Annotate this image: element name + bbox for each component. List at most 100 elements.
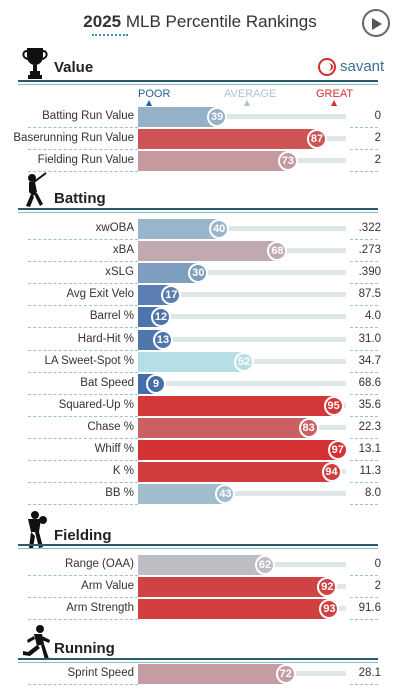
percentile-bar [138,263,201,284]
percentile-badge: 95 [323,395,344,416]
scale-average-marker [244,100,250,106]
percentile-bar [138,351,247,372]
row-divider [28,504,138,506]
percentile-track [140,226,346,231]
title-text: MLB Percentile Rankings [125,12,317,31]
row-divider [350,619,378,621]
percentile-badge: 62 [254,555,275,575]
row-divider [350,504,378,506]
runner-icon [23,625,50,660]
metric-value: .273 [358,244,381,257]
row-divider [28,127,138,128]
baseball-icon [318,58,336,76]
metric-label: xSLG [105,266,134,279]
scale-average-label: AVERAGE [224,88,277,100]
metric-value: 8.0 [365,487,381,500]
batter-icon [26,172,47,207]
metric-value: 2 [374,132,381,145]
metric-label: Baserunning Run Value [13,132,134,145]
metric-row: Baserunning Run Value 87 2 [0,128,400,151]
metric-label: Batting Run Value [42,110,134,122]
row-divider [350,415,378,417]
metric-row: Arm Strength 93 91.6 [0,598,400,621]
percentile-bar [138,129,319,150]
row-divider [350,283,378,285]
percentile-track [140,491,346,497]
metric-label: Arm Value [81,580,134,593]
section-rule [18,208,378,210]
title-year: 2025 [83,12,122,31]
metric-label: Arm Strength [66,602,134,615]
scale-poor-marker [146,100,152,106]
row-divider [28,327,138,329]
play-button[interactable] [362,9,390,37]
metric-label: LA Sweet-Spot % [44,354,135,367]
savant-brand: savant [340,58,385,75]
section-rule-light [18,548,378,549]
row-divider [28,171,138,173]
percentile-bar [138,151,290,172]
row-divider [28,393,138,395]
row-divider [350,684,378,685]
metric-row: xBA 68 .273 [0,240,400,263]
title-underline [92,34,128,36]
percentile-track [140,292,346,298]
metric-value: 0 [374,110,381,122]
metric-value: .322 [358,222,381,234]
section-rule-light [18,662,378,663]
section-title-fielding: Fielding [54,527,112,544]
metric-label: K % [112,465,134,478]
metric-label: Hard-Hit % [77,332,134,345]
metric-row: Hard-Hit % 13 31.0 [0,329,400,351]
metric-label: Whiff % [94,443,134,455]
metric-value: 22.3 [358,420,381,433]
metric-label: Fielding Run Value [37,154,134,167]
percentile-badge: 87 [306,129,327,150]
metric-label: Sprint Speed [67,667,135,679]
metric-value: 13.1 [358,443,381,455]
row-divider [28,619,138,621]
metric-row: Range (OAA) 62 0 [0,554,400,576]
row-divider [350,575,378,576]
percentile-track [140,336,346,342]
metric-row: Bat Speed 9 68.6 [0,373,400,395]
row-divider [28,415,138,417]
page-title: 2025 MLB Percentile Rankings [0,12,400,32]
percentile-badge: 93 [319,599,340,620]
section-batting-header: Batting [0,172,400,213]
metric-row: Barrel % 12 4.0 [0,306,400,329]
percentile-track [140,270,346,276]
section-title-batting: Batting [54,190,106,207]
percentile-track [140,314,346,320]
section-running-header: Running [0,622,400,663]
metric-row: Arm Value 92 2 [0,576,400,599]
metric-row: Avg Exit Velo 17 87.5 [0,284,400,307]
metric-value: 28.1 [358,667,381,679]
row-divider [28,460,138,461]
metric-row: xwOBA 40 .322 [0,218,400,240]
metric-value: 11.3 [359,465,381,478]
percentile-track [140,114,346,119]
row-divider [28,261,138,263]
section-value-header: Value [0,46,400,86]
metric-row: LA Sweet-Spot % 52 34.7 [0,351,400,373]
percentile-bar [138,462,334,483]
row-divider [350,597,378,599]
metric-value: 87.5 [358,288,381,301]
row-divider [28,305,138,307]
row-divider [350,305,378,307]
percentile-badge: 73 [277,151,298,172]
percentile-badge: 40 [209,219,230,239]
row-divider [350,482,378,484]
metric-value: 4.0 [365,310,381,323]
percentile-badge: 17 [161,285,182,306]
metric-value: 68.6 [358,376,381,389]
fielder-icon [28,511,47,548]
metric-value: 2 [374,154,381,167]
metric-row: Chase % 83 22.3 [0,417,400,439]
row-divider [28,371,138,373]
row-divider [350,349,378,351]
section-title-running: Running [54,640,115,657]
play-icon [372,18,382,30]
scale-poor-label: POOR [138,88,171,100]
